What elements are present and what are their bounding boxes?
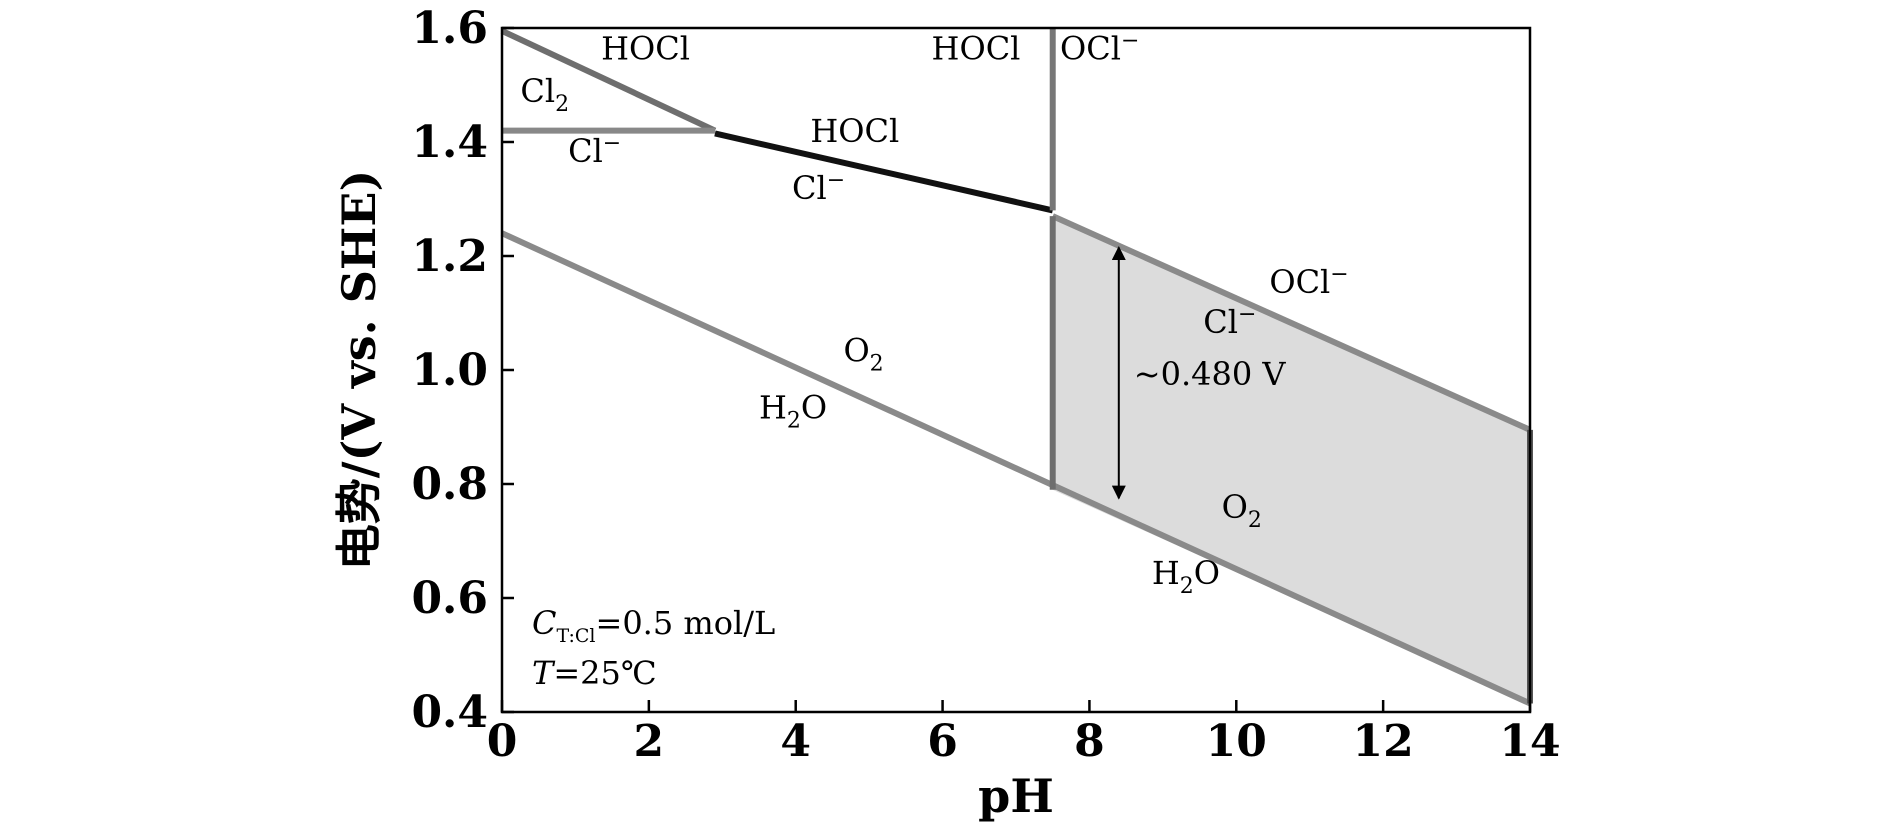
condition-concentration-value: =0.5 mol/L xyxy=(596,604,776,642)
condition-concentration: CT:Cl=0.5 mol/L xyxy=(532,604,775,647)
x-tick-label: 4 xyxy=(780,716,811,767)
y-tick-label: 0.6 xyxy=(411,573,488,624)
species-label: HOCl xyxy=(810,112,899,150)
species-label: HOCl xyxy=(932,29,1021,67)
x-tick-label: 10 xyxy=(1206,716,1267,767)
condition-temperature: T=25℃ xyxy=(532,654,657,692)
boundary-o2-h2o xyxy=(500,230,1532,707)
y-tick-label: 0.4 xyxy=(411,687,488,738)
species-label: O2 xyxy=(843,331,883,376)
species-label: Cl2 xyxy=(520,72,569,117)
y-tick-label: 1.4 xyxy=(411,117,488,168)
x-tick-label: 0 xyxy=(487,716,518,767)
condition-concentration-subscript: T:Cl xyxy=(556,625,595,647)
species-label: H2O xyxy=(759,388,827,433)
species-label: H2O xyxy=(1152,554,1220,599)
species-label: Cl− xyxy=(792,168,845,207)
x-tick-label: 8 xyxy=(1074,716,1105,767)
species-label: HOCl xyxy=(601,29,690,67)
x-tick-label: 14 xyxy=(1499,716,1560,767)
species-label: O2 xyxy=(1222,488,1262,533)
species-label: OCl− xyxy=(1269,262,1348,301)
y-tick-label: 0.8 xyxy=(411,459,488,510)
boundary-cl2-hocl xyxy=(500,28,717,134)
boundary-ocl-cl xyxy=(1051,213,1532,433)
axis-ticks: 0 2 4 6 8 10 12 14 0.4 0.6 0.8 1.0 1.2 1.4 1.6 xyxy=(411,3,1560,767)
species-label: OCl− xyxy=(1060,28,1139,67)
x-tick-label: 6 xyxy=(927,716,958,767)
boundary-hocl-cl xyxy=(714,130,1054,214)
y-tick-label: 1.2 xyxy=(411,231,488,282)
condition-concentration-symbol: C xyxy=(532,604,556,642)
y-tick-label: 1.6 xyxy=(411,3,488,54)
plot-area xyxy=(500,28,1533,707)
x-tick-label: 2 xyxy=(634,716,665,767)
electrochemical-window-region xyxy=(1052,216,1530,704)
window-width-label: ~0.480 V xyxy=(1134,355,1287,393)
x-tick-label: 12 xyxy=(1353,716,1414,767)
x-axis-title: pH xyxy=(978,769,1054,823)
species-label: Cl− xyxy=(1203,302,1256,341)
y-tick-label: 1.0 xyxy=(411,345,488,396)
condition-temperature-value: =25℃ xyxy=(553,654,656,692)
y-axis-title: 电势/(V vs. SHE) xyxy=(332,170,386,570)
species-label: Cl− xyxy=(568,131,621,170)
condition-temperature-symbol: T xyxy=(532,654,556,692)
